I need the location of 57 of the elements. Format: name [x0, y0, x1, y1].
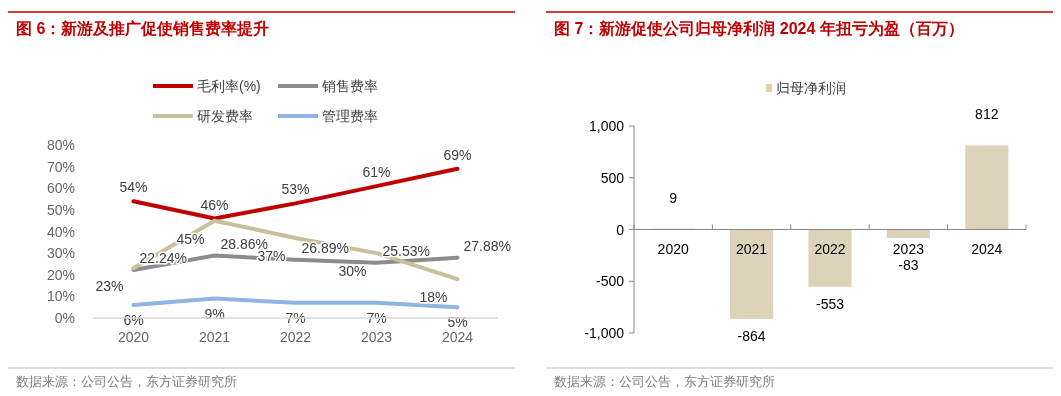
legend-label: 研发费率: [197, 108, 253, 124]
data-label: 54%: [119, 179, 148, 196]
data-label: 18%: [419, 289, 448, 306]
data-label: 27.88%: [463, 237, 511, 254]
data-label: 26.89%: [301, 239, 349, 256]
chart-title: 图 7：新游促使公司归母净利润 2024 年扭亏为盈（百万）: [554, 20, 964, 38]
y-tick-label: 30%: [46, 245, 75, 262]
data-label: 45%: [176, 230, 205, 247]
data-label: 30%: [338, 263, 367, 280]
legend-label: 归母净利润: [776, 80, 846, 96]
x-tick-label: 2022: [814, 240, 846, 257]
x-tick-label: 2022: [279, 329, 312, 345]
y-tick-label: 40%: [46, 223, 75, 240]
x-tick-label: 2023: [360, 329, 393, 345]
data-label: 9: [669, 189, 678, 206]
source-note: 数据来源：公司公告，东方证券研究所: [16, 374, 237, 389]
y-tick-label: 1,000: [588, 118, 625, 134]
data-label: 812: [975, 106, 999, 123]
y-tick-label: 50%: [46, 201, 75, 218]
data-label: 61%: [362, 164, 391, 181]
y-tick-label: 500: [600, 169, 625, 186]
data-label: 9%: [204, 305, 225, 322]
data-label: 7%: [285, 309, 306, 326]
y-tick-label: -500: [595, 273, 625, 290]
y-tick-label: 20%: [46, 266, 75, 283]
data-label: -553: [815, 295, 845, 312]
chart-title: 图 6：新游及推广促使销售费率提升: [16, 19, 270, 37]
data-label: 53%: [281, 181, 310, 198]
y-tick-label: 10%: [46, 288, 75, 305]
x-tick-label: 2024: [971, 240, 1003, 257]
legend-label: 销售费率: [321, 78, 378, 94]
data-label: 22.24%: [139, 249, 187, 266]
y-tick-label: 70%: [46, 158, 75, 175]
data-label: 23%: [95, 278, 124, 295]
source-note: 数据来源：公司公告，东方证券研究所: [554, 374, 775, 389]
data-label: 46%: [200, 196, 229, 213]
y-tick-label: 80%: [46, 137, 75, 153]
x-tick-label: 2020: [657, 240, 689, 257]
data-label: 25.53%: [382, 242, 430, 259]
data-label: 69%: [443, 146, 472, 163]
y-tick-label: -1,000: [584, 325, 625, 341]
data-label: 6%: [123, 312, 144, 329]
y-tick-label: 0%: [54, 310, 75, 326]
x-tick-label: 2021: [736, 240, 768, 257]
legend-label: 管理费率: [322, 108, 378, 124]
data-label: 7%: [366, 309, 387, 326]
x-tick-label: 2024: [441, 329, 474, 345]
data-label: 5%: [447, 314, 468, 331]
x-tick-label: 2021: [198, 329, 231, 345]
y-tick-label: 0: [616, 221, 625, 238]
data-label: -864: [737, 327, 766, 344]
y-tick-label: 60%: [46, 180, 75, 197]
x-tick-label: 2020: [117, 329, 150, 345]
data-label: 28.86%: [220, 235, 268, 252]
x-tick-label: 2023: [892, 240, 925, 257]
data-label: -83: [898, 256, 919, 273]
legend-label: 毛利率(%): [197, 78, 261, 94]
